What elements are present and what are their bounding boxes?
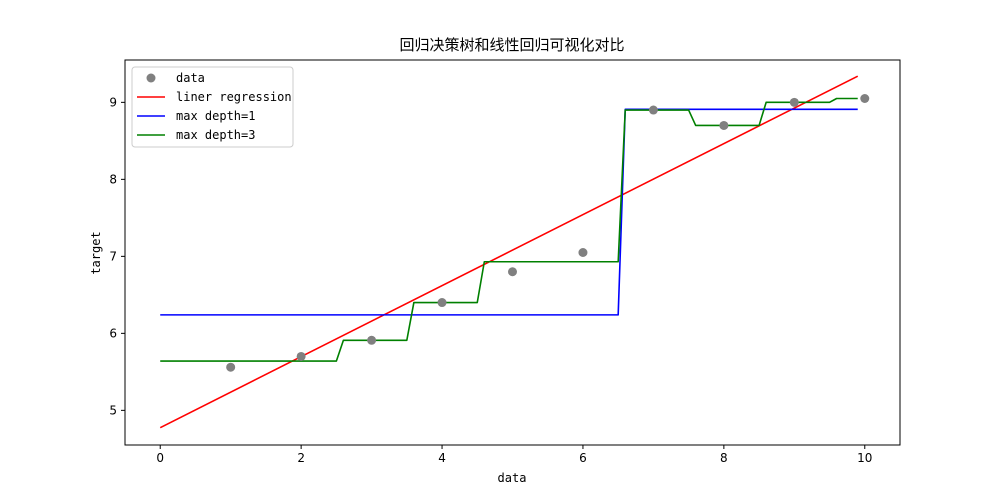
scatter-point <box>226 362 236 372</box>
scatter-point <box>719 120 729 130</box>
y-tick-label: 6 <box>109 326 117 340</box>
scatter-point <box>578 248 588 257</box>
y-tick-label: 9 <box>109 95 117 109</box>
chart-title: 回归决策树和线性回归可视化对比 <box>399 36 624 54</box>
y-tick-label: 7 <box>109 249 117 263</box>
y-tick-label: 5 <box>109 403 117 417</box>
series-line-max-depth-1 <box>160 108 858 316</box>
scatter-point <box>648 105 658 115</box>
scatter-point <box>437 298 447 308</box>
legend: data liner regression max depth=1 max depth… <box>131 66 294 148</box>
legend-label-data: data <box>176 71 205 85</box>
plot-frame <box>124 59 901 446</box>
plot-layer <box>159 75 870 429</box>
x-tick-label: 4 <box>438 451 446 465</box>
x-tick-label: 0 <box>156 451 164 465</box>
legend-label-liner-regression: liner regression <box>176 90 292 104</box>
x-tick-label: 2 <box>297 451 305 465</box>
x-tick-label: 8 <box>720 451 728 465</box>
series-line-liner-regression <box>159 75 859 429</box>
scatter-point <box>508 267 517 277</box>
legend-label-max-depth-3: max depth=3 <box>176 128 255 142</box>
x-tick-label: 6 <box>579 451 587 465</box>
legend-box <box>131 66 294 148</box>
x-axis-label: data <box>498 471 527 485</box>
scatter-point <box>367 335 377 345</box>
legend-label-max-depth-1: max depth=1 <box>176 109 255 123</box>
x-tick-label: 10 <box>857 451 872 465</box>
scatter-point <box>296 351 306 361</box>
y-axis-label: target <box>89 231 103 274</box>
ticks-layer: 0 2 4 6 8 10 5 6 7 8 9 <box>109 95 872 465</box>
legend-marker-data <box>146 73 156 83</box>
y-tick-label: 8 <box>109 172 117 186</box>
scatter-point <box>860 94 870 103</box>
scatter-point <box>789 97 799 107</box>
